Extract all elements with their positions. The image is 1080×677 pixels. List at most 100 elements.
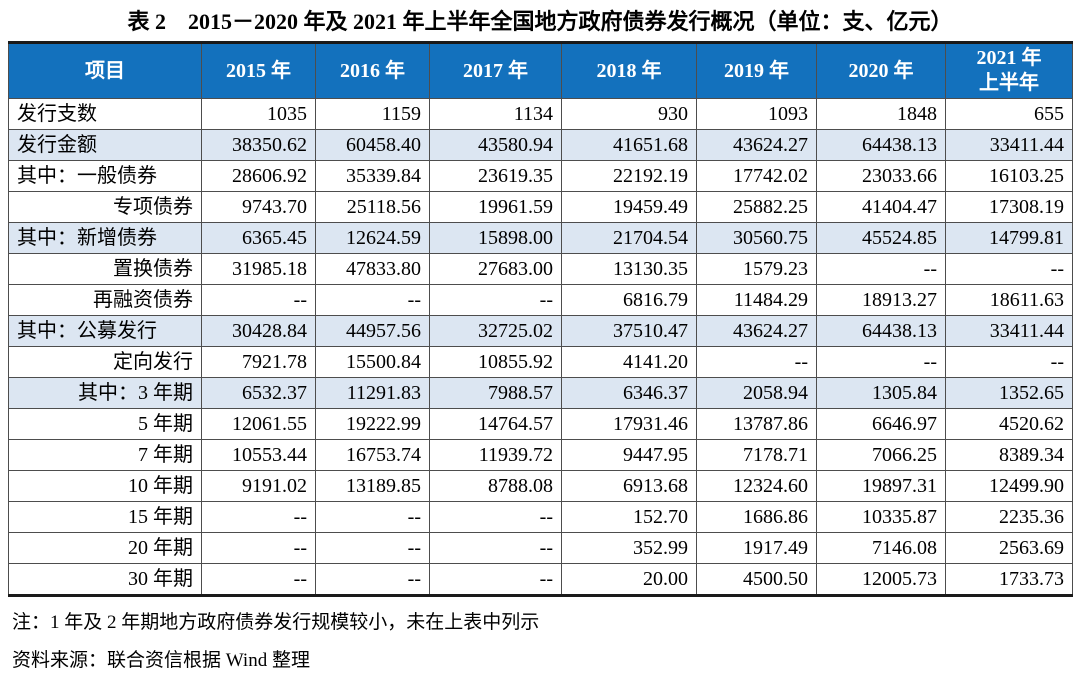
col-header-year-1: 2015 年 [201,42,316,99]
value-cell: -- [201,284,316,316]
value-cell: 17308.19 [945,191,1073,223]
value-cell: 18611.63 [945,284,1073,316]
value-cell: 22192.19 [561,160,697,192]
value-cell: 6346.37 [561,377,697,409]
row-label: 专项债券 [8,191,202,223]
bond-issuance-table: 项目 2015 年 2016 年 2017 年 2018 年 2019 年 2020 年 20… [8,41,1073,597]
value-cell: 2235.36 [945,501,1073,533]
value-cell: 4500.50 [696,563,817,596]
table-row: 5 年期 12061.55 19222.99 14764.57 17931.46 1378… [8,408,1073,440]
value-cell: 7146.08 [816,532,946,564]
value-cell: 21704.54 [561,222,697,254]
value-cell: -- [201,501,316,533]
col-header-year-4: 2018 年 [561,42,697,99]
value-cell: 1848 [816,98,946,130]
value-cell: -- [696,346,817,378]
value-cell: 19961.59 [429,191,562,223]
value-cell: 30428.84 [201,315,316,347]
value-cell: 16103.25 [945,160,1073,192]
value-cell: 43580.94 [429,129,562,161]
row-label: 其中：一般债券 [8,160,202,192]
table-row: 发行金额 38350.62 60458.40 43580.94 41651.68 4362… [8,129,1073,161]
value-cell: 14764.57 [429,408,562,440]
value-cell: 45524.85 [816,222,946,254]
value-cell: 16753.74 [315,439,430,471]
row-label: 7 年期 [8,439,202,471]
value-cell: 6913.68 [561,470,697,502]
value-cell: 8389.34 [945,439,1073,471]
value-cell: -- [315,563,430,596]
value-cell: 2563.69 [945,532,1073,564]
value-cell: 6816.79 [561,284,697,316]
table-row: 15 年期 -- -- -- 152.70 1686.86 10335.87 2235.36 [8,501,1073,533]
value-cell: 11484.29 [696,284,817,316]
value-cell: 33411.44 [945,129,1073,161]
value-cell: 25882.25 [696,191,817,223]
value-cell: 35339.84 [315,160,430,192]
value-cell: 2058.94 [696,377,817,409]
value-cell: 152.70 [561,501,697,533]
value-cell: 41404.47 [816,191,946,223]
value-cell: 11291.83 [315,377,430,409]
col-header-year-5: 2019 年 [696,42,817,99]
value-cell: 6646.97 [816,408,946,440]
value-cell: 13787.86 [696,408,817,440]
value-cell: 1305.84 [816,377,946,409]
row-label: 置换债券 [8,253,202,285]
value-cell: 20.00 [561,563,697,596]
value-cell: 12324.60 [696,470,817,502]
value-cell: 17931.46 [561,408,697,440]
footnote: 注：1 年及 2 年期地方政府债券发行规模较小，未在上表中列示 [12,612,540,633]
row-label: 其中：3 年期 [8,377,202,409]
row-label: 15 年期 [8,501,202,533]
value-cell: 33411.44 [945,315,1073,347]
value-cell: 14799.81 [945,222,1073,254]
table-row: 10 年期 9191.02 13189.85 8788.08 6913.68 12324.… [8,470,1073,502]
row-label: 发行金额 [8,129,202,161]
value-cell: 10855.92 [429,346,562,378]
value-cell: 64438.13 [816,129,946,161]
value-cell: 27683.00 [429,253,562,285]
value-cell: 41651.68 [561,129,697,161]
value-cell: -- [429,501,562,533]
value-cell: 1733.73 [945,563,1073,596]
value-cell: -- [315,284,430,316]
value-cell: 23619.35 [429,160,562,192]
value-cell: 7921.78 [201,346,316,378]
value-cell: 1159 [315,98,430,130]
value-cell: 64438.13 [816,315,946,347]
value-cell: 31985.18 [201,253,316,285]
value-cell: 6365.45 [201,222,316,254]
col-header-year-3: 2017 年 [429,42,562,99]
value-cell: 930 [561,98,697,130]
value-cell: 9743.70 [201,191,316,223]
value-cell: -- [945,346,1073,378]
col-header-year-6: 2020 年 [816,42,946,99]
value-cell: 8788.08 [429,470,562,502]
value-cell: 13189.85 [315,470,430,502]
value-cell: -- [201,563,316,596]
value-cell: 11939.72 [429,439,562,471]
table-row: 发行支数 1035 1159 1134 930 1093 1848 655 [8,98,1073,130]
table-row: 30 年期 -- -- -- 20.00 4500.50 12005.73 1733.73 [8,563,1073,596]
value-cell: 38350.62 [201,129,316,161]
value-cell: -- [816,346,946,378]
value-cell: 4520.62 [945,408,1073,440]
value-cell: 15898.00 [429,222,562,254]
table-row: 置换债券 31985.18 47833.80 27683.00 13130.35 1579… [8,253,1073,285]
value-cell: 12624.59 [315,222,430,254]
table-title: 表 2 2015－2020 年及 2021 年上半年全国地方政府债券发行概况（单… [127,9,953,34]
value-cell: 30560.75 [696,222,817,254]
row-label: 发行支数 [8,98,202,130]
value-cell: -- [429,532,562,564]
table-row: 其中：一般债券 28606.92 35339.84 23619.35 22192.19 1… [8,160,1073,192]
value-cell: 60458.40 [315,129,430,161]
value-cell: 12005.73 [816,563,946,596]
value-cell: 32725.02 [429,315,562,347]
data-source-note: 资料来源：联合资信根据 Wind 整理 [12,650,310,671]
table-row: 其中：新增债券 6365.45 12624.59 15898.00 21704.54 30… [8,222,1073,254]
value-cell: 1035 [201,98,316,130]
value-cell: 9447.95 [561,439,697,471]
value-cell: 10553.44 [201,439,316,471]
row-label: 定向发行 [8,346,202,378]
